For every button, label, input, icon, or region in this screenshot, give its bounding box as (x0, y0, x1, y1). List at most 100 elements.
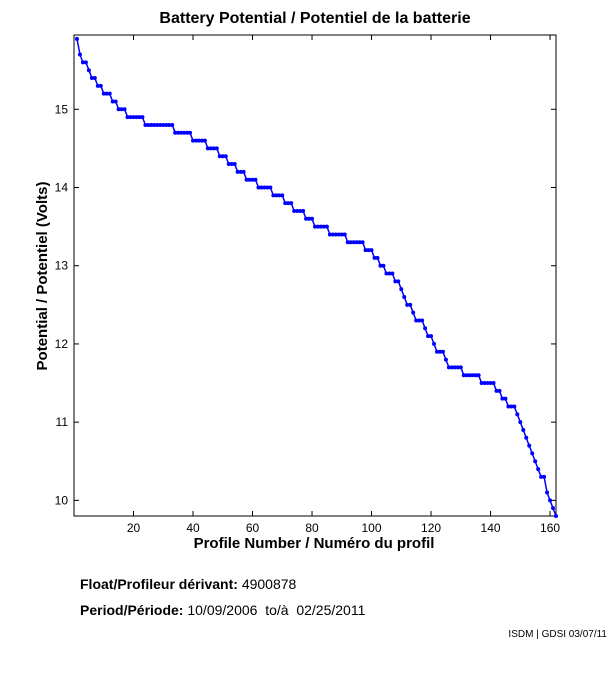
data-point (191, 138, 196, 143)
data-point (298, 208, 303, 213)
data-point (125, 115, 130, 120)
data-point (333, 232, 338, 237)
data-point (149, 122, 154, 127)
period-label: Period/Période: (80, 602, 184, 618)
chart-title: Battery Potential / Potentiel de la batt… (159, 10, 470, 27)
data-point (423, 326, 428, 331)
data-point (342, 232, 347, 237)
data-point (339, 232, 344, 237)
y-tick-label: 15 (55, 102, 69, 116)
data-point (429, 334, 434, 339)
data-point (512, 404, 517, 409)
data-point (202, 138, 207, 143)
data-point (128, 115, 133, 120)
data-point (524, 435, 529, 440)
plot-frame (73, 34, 557, 517)
data-point (348, 240, 353, 245)
data-point (277, 193, 282, 198)
data-point (530, 451, 535, 456)
data-point (158, 122, 163, 127)
data-point (250, 177, 255, 182)
data-point (408, 302, 413, 307)
data-point (363, 248, 368, 253)
data-point (467, 373, 472, 378)
data-point (482, 381, 487, 386)
y-tick-label: 14 (55, 181, 69, 195)
data-point (247, 177, 252, 182)
data-point (357, 240, 362, 245)
data-point (292, 208, 297, 213)
data-point (161, 122, 166, 127)
data-point (399, 287, 404, 292)
data-point (220, 154, 225, 159)
data-point (179, 130, 184, 135)
data-point (336, 232, 341, 237)
data-point (95, 83, 100, 88)
data-point (137, 115, 142, 120)
data-point (443, 357, 448, 362)
data-point (470, 373, 475, 378)
data-point (497, 388, 502, 393)
data-point (500, 396, 505, 401)
data-point (366, 248, 371, 253)
x-tick-label: 40 (186, 521, 200, 535)
data-point (193, 138, 198, 143)
data-point (345, 240, 350, 245)
data-point (98, 83, 103, 88)
data-point (304, 216, 309, 221)
data-point (173, 130, 178, 135)
data-point (80, 60, 85, 65)
data-point (518, 420, 523, 425)
data-point (146, 122, 151, 127)
data-point (446, 365, 451, 370)
data-point (104, 91, 109, 96)
data-point (196, 138, 201, 143)
data-point (321, 224, 326, 229)
series-line (76, 38, 557, 517)
data-point (283, 201, 288, 206)
data-point (533, 459, 538, 464)
data-point (164, 122, 169, 127)
data-point (113, 99, 118, 104)
data-point (375, 255, 380, 260)
data-point (92, 76, 97, 81)
data-point (185, 130, 190, 135)
y-tick-label: 10 (55, 493, 69, 507)
data-point (452, 365, 457, 370)
data-point (485, 381, 490, 386)
data-point (318, 224, 323, 229)
data-point (155, 122, 160, 127)
data-point (506, 404, 511, 409)
data-point (199, 138, 204, 143)
x-tick-label: 80 (305, 521, 319, 535)
data-point (396, 279, 401, 284)
data-point (458, 365, 463, 370)
data-point (268, 185, 273, 190)
data-point (494, 388, 499, 393)
series-battery-potential (74, 36, 558, 518)
data-point (503, 396, 508, 401)
y-tick-label: 11 (56, 415, 69, 429)
data-point (286, 201, 291, 206)
data-point (116, 107, 121, 112)
data-point (434, 349, 439, 354)
y-axis: 10 11 12 13 14 15 (55, 102, 556, 507)
data-point (455, 365, 460, 370)
data-point (545, 490, 550, 495)
data-point (393, 279, 398, 284)
data-point (223, 154, 228, 159)
data-point (259, 185, 264, 190)
data-point (211, 146, 216, 151)
data-point (232, 162, 237, 167)
data-point (440, 349, 445, 354)
data-point (107, 91, 112, 96)
float-value: 4900878 (241, 576, 297, 592)
data-point (152, 122, 157, 127)
data-point (253, 177, 258, 182)
data-point (491, 381, 496, 386)
data-point (402, 295, 407, 300)
data-point (310, 216, 315, 221)
data-point (205, 146, 210, 151)
data-point (119, 107, 124, 112)
